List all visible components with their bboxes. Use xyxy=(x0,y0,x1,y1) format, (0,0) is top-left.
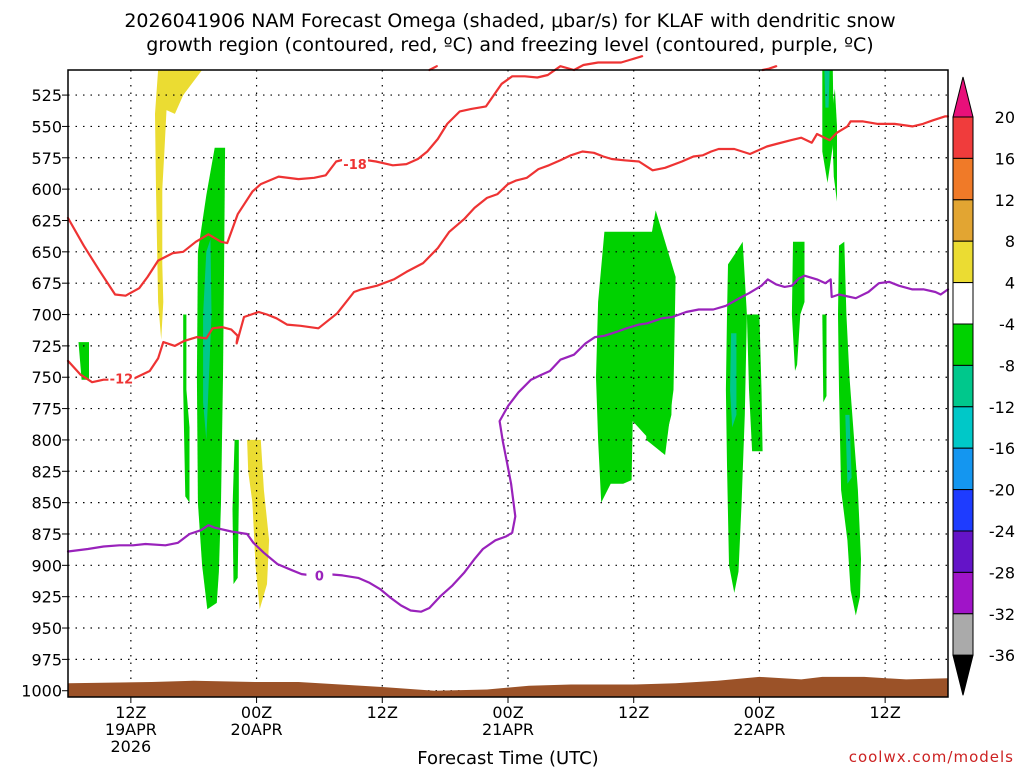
colorbar-label: -24 xyxy=(989,522,1015,541)
y-tick-label: 675 xyxy=(31,274,62,293)
y-axis-ticks: 525 550 575 600 625 650 675 700 725 750 775 800 825 8… xyxy=(21,86,68,701)
colorbar-label: -12 xyxy=(989,398,1015,417)
colorbar-swatch xyxy=(952,530,974,573)
colorbar-label: -16 xyxy=(989,439,1015,458)
colorbar-label: -32 xyxy=(989,605,1015,624)
colorbar-swatch xyxy=(952,199,974,242)
omega-region-9 xyxy=(746,314,763,452)
contour-label-bg xyxy=(306,567,333,583)
colorbar-label: -36 xyxy=(989,646,1015,665)
contour-line-1 xyxy=(66,115,950,384)
surface-terrain xyxy=(68,676,948,697)
x-tick-label: 20APR xyxy=(231,720,283,739)
plot-area: -18 -12 0 xyxy=(66,55,950,698)
colorbar-swatch xyxy=(952,406,974,449)
terrain-fill xyxy=(68,676,948,697)
x-tick-label: 21APR xyxy=(482,720,534,739)
colorbar-label: 12 xyxy=(995,191,1015,210)
y-tick-label: 750 xyxy=(31,368,62,387)
chart-title-line2: growth region (contoured, red, ºC) and f… xyxy=(146,34,873,56)
y-tick-label: 525 xyxy=(31,86,62,105)
colorbar-swatch xyxy=(952,240,974,284)
y-tick-label: 850 xyxy=(31,494,62,513)
omega-region-13 xyxy=(822,314,827,403)
colorbar-label: 20 xyxy=(995,108,1015,127)
contour-label: -12 xyxy=(110,372,134,387)
contour-label: -18 xyxy=(343,158,367,173)
colorbar-label: 16 xyxy=(995,149,1015,168)
y-tick-label: 700 xyxy=(31,306,62,325)
colorbar-label: 4 xyxy=(1005,274,1015,293)
omega-region-0 xyxy=(155,70,203,340)
y-tick-label: 550 xyxy=(31,117,62,136)
y-tick-label: 975 xyxy=(31,650,62,669)
contour-label: 0 xyxy=(315,569,324,584)
colorbar-swatch xyxy=(952,323,974,366)
chart-title-line1: 2026041906 NAM Forecast Omega (shaded, μ… xyxy=(124,10,895,32)
omega-region-12 xyxy=(831,88,837,202)
y-tick-label: 925 xyxy=(31,588,62,607)
y-tick-label: 775 xyxy=(31,400,62,419)
omega-region-8 xyxy=(725,241,747,593)
colorbar: 20 16 12 8 4 -4 -8 -12 -16 -20 -24 -28 -32 -36 xyxy=(952,76,1015,696)
x-tick-label: 00Z xyxy=(492,703,523,722)
omega-region-16 xyxy=(730,333,737,428)
y-tick-label: 825 xyxy=(31,462,62,481)
y-tick-label: 600 xyxy=(31,180,62,199)
omega-region-7 xyxy=(645,210,676,455)
omega-region-18 xyxy=(845,414,852,484)
credit-text: coolwx.com/models xyxy=(849,748,1014,766)
temperature-contours: -18 -12 0 xyxy=(66,55,950,613)
omega-region-2 xyxy=(78,342,89,380)
colorbar-label: -28 xyxy=(989,563,1015,582)
x-tick-label: 19APR xyxy=(105,720,157,739)
omega-region-3 xyxy=(183,314,190,503)
colorbar-swatch xyxy=(952,613,974,656)
contour-line-4 xyxy=(66,274,950,613)
y-tick-label: 1000 xyxy=(21,682,62,701)
x-tick-label: 00Z xyxy=(241,703,272,722)
x-tick-label: 12Z xyxy=(115,703,146,722)
colorbar-top-arrow xyxy=(952,76,974,118)
x-axis-title: Forecast Time (UTC) xyxy=(417,748,598,768)
x-tick-label: 2026 xyxy=(110,737,151,756)
colorbar-label: 8 xyxy=(1005,232,1015,251)
x-tick-label: 12Z xyxy=(367,703,398,722)
x-tick-label: 12Z xyxy=(869,703,900,722)
x-tick-label: 00Z xyxy=(744,703,775,722)
colorbar-swatch xyxy=(952,282,974,325)
omega-region-17 xyxy=(824,70,830,108)
colorbar-swatch xyxy=(952,571,974,615)
y-tick-label: 650 xyxy=(31,243,62,262)
omega-region-10 xyxy=(791,241,805,371)
omega-region-15 xyxy=(203,239,212,440)
colorbar-swatch xyxy=(952,489,974,532)
colorbar-swatch xyxy=(952,447,974,491)
y-tick-label: 800 xyxy=(31,431,62,450)
x-tick-label: 12Z xyxy=(618,703,649,722)
colorbar-swatch xyxy=(952,116,974,159)
colorbar-swatch xyxy=(952,364,974,408)
y-tick-label: 950 xyxy=(31,619,62,638)
y-tick-label: 900 xyxy=(31,556,62,575)
omega-region-4 xyxy=(196,147,226,610)
y-tick-label: 575 xyxy=(31,149,62,168)
omega-shading xyxy=(78,70,861,616)
contour-label-bg xyxy=(342,156,369,172)
y-tick-label: 875 xyxy=(31,525,62,544)
colorbar-label: -4 xyxy=(999,315,1015,334)
omega-region-1 xyxy=(247,439,270,610)
omega-region-5 xyxy=(232,439,239,585)
y-tick-label: 625 xyxy=(31,211,62,230)
x-tick-label: 22APR xyxy=(733,720,785,739)
contour-label-bg xyxy=(108,370,135,386)
y-tick-label: 725 xyxy=(31,337,62,356)
colorbar-label: -20 xyxy=(989,481,1015,500)
colorbar-label: -8 xyxy=(999,356,1015,375)
colorbar-swatch xyxy=(952,157,974,201)
colorbar-bottom-arrow xyxy=(952,654,974,696)
